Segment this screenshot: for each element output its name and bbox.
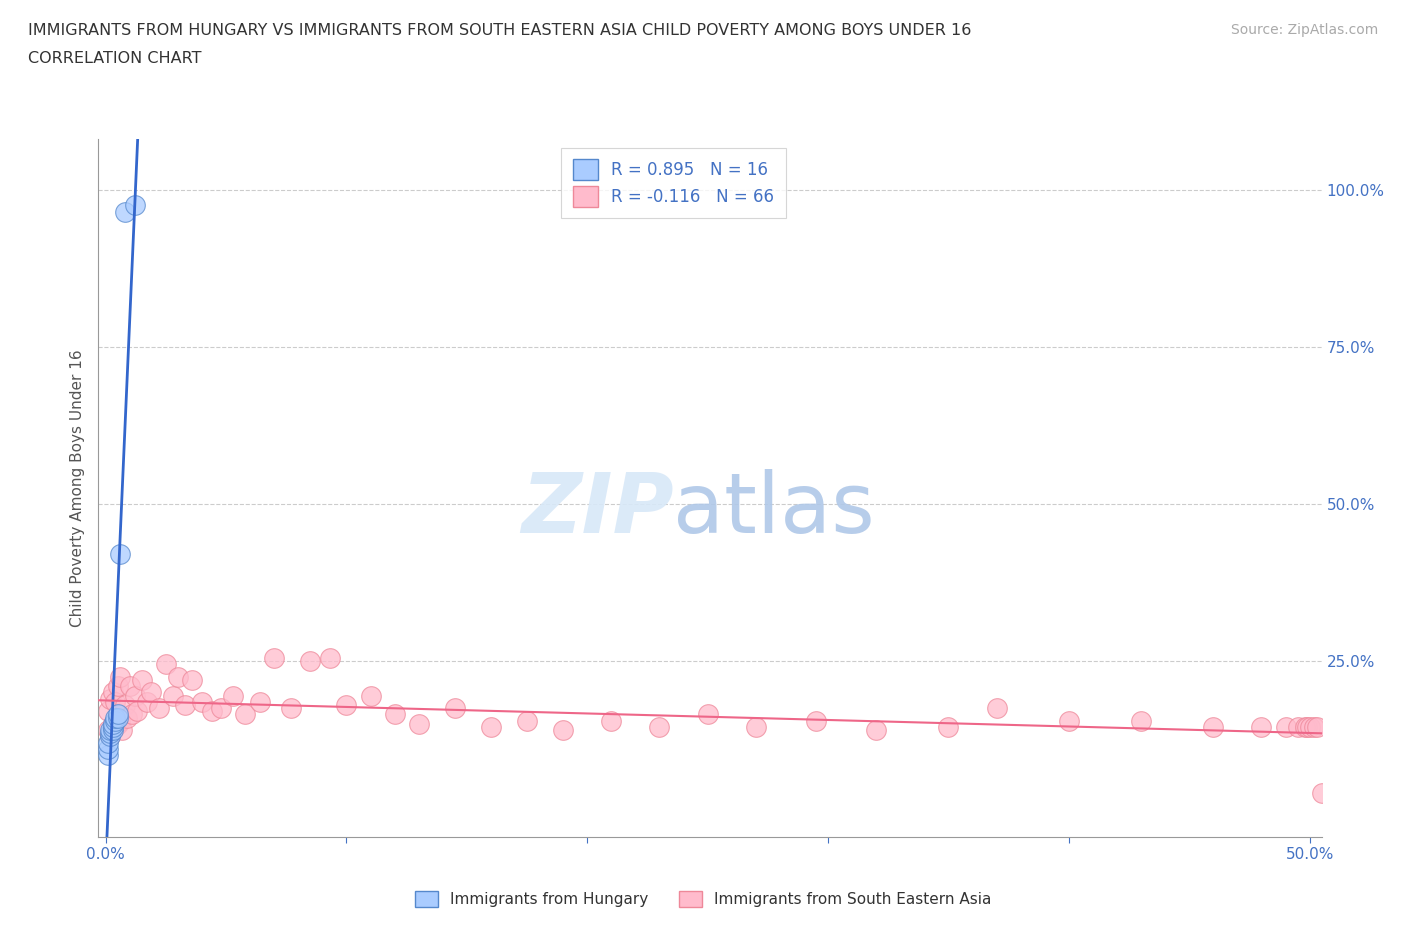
Point — [318, 650, 340, 665]
Point — [100, 729, 122, 744]
Point — [1286, 720, 1309, 735]
Point — [1294, 720, 1316, 735]
Point — [108, 670, 131, 684]
Legend: R = 0.895   N = 16, R = -0.116   N = 66: R = 0.895 N = 16, R = -0.116 N = 66 — [561, 148, 786, 219]
Text: CORRELATION CHART: CORRELATION CHART — [28, 51, 201, 66]
Point — [1306, 720, 1329, 735]
Point — [111, 723, 134, 737]
Point — [181, 672, 204, 687]
Point — [1298, 720, 1320, 735]
Point — [101, 685, 124, 700]
Point — [125, 704, 148, 719]
Point — [131, 672, 153, 687]
Point — [104, 713, 127, 728]
Point — [200, 704, 222, 719]
Point — [696, 707, 718, 722]
Point — [745, 720, 768, 735]
Point — [107, 707, 129, 722]
Point — [1296, 720, 1319, 735]
Point — [408, 716, 430, 731]
Point — [101, 716, 124, 731]
Point — [101, 720, 124, 735]
Point — [124, 198, 146, 213]
Point — [1057, 713, 1080, 728]
Point — [101, 723, 124, 737]
Point — [804, 713, 827, 728]
Point — [249, 695, 271, 710]
Point — [335, 698, 357, 712]
Point — [384, 707, 406, 722]
Point — [1310, 786, 1333, 801]
Point — [1274, 720, 1296, 735]
Point — [148, 700, 170, 715]
Point — [97, 704, 120, 719]
Point — [114, 698, 136, 712]
Point — [648, 720, 671, 735]
Point — [100, 723, 122, 737]
Point — [124, 688, 146, 703]
Point — [299, 654, 322, 669]
Point — [97, 748, 120, 763]
Point — [117, 711, 139, 725]
Point — [222, 688, 245, 703]
Point — [233, 707, 256, 722]
Point — [174, 698, 197, 712]
Point — [135, 695, 157, 710]
Point — [104, 711, 127, 725]
Text: ZIP: ZIP — [520, 469, 673, 550]
Text: IMMIGRANTS FROM HUNGARY VS IMMIGRANTS FROM SOUTH EASTERN ASIA CHILD POVERTY AMON: IMMIGRANTS FROM HUNGARY VS IMMIGRANTS FR… — [28, 23, 972, 38]
Point — [97, 736, 120, 751]
Point — [162, 688, 184, 703]
Point — [280, 700, 302, 715]
Point — [191, 695, 214, 710]
Point — [107, 711, 129, 725]
Point — [100, 691, 122, 706]
Point — [1250, 720, 1272, 735]
Point — [209, 700, 232, 715]
Point — [114, 205, 136, 219]
Point — [865, 723, 887, 737]
Point — [107, 716, 129, 731]
Point — [155, 657, 177, 671]
Point — [104, 720, 127, 735]
Point — [263, 650, 285, 665]
Y-axis label: Child Poverty Among Boys Under 16: Child Poverty Among Boys Under 16 — [69, 350, 84, 627]
Point — [101, 716, 124, 731]
Point — [100, 729, 122, 744]
Point — [1303, 720, 1326, 735]
Point — [938, 720, 960, 735]
Point — [100, 726, 122, 741]
Point — [104, 695, 127, 710]
Point — [118, 679, 141, 694]
Point — [107, 679, 129, 694]
Point — [986, 700, 1008, 715]
Point — [108, 547, 131, 562]
Legend: Immigrants from Hungary, Immigrants from South Eastern Asia: Immigrants from Hungary, Immigrants from… — [409, 884, 997, 913]
Point — [360, 688, 382, 703]
Point — [479, 720, 502, 735]
Point — [600, 713, 623, 728]
Text: Source: ZipAtlas.com: Source: ZipAtlas.com — [1230, 23, 1378, 37]
Point — [121, 707, 143, 722]
Text: atlas: atlas — [673, 469, 875, 550]
Point — [167, 670, 190, 684]
Point — [1130, 713, 1153, 728]
Point — [108, 713, 131, 728]
Point — [516, 713, 538, 728]
Point — [1202, 720, 1225, 735]
Point — [97, 723, 120, 737]
Point — [141, 685, 163, 700]
Point — [553, 723, 575, 737]
Point — [97, 741, 120, 756]
Point — [443, 700, 465, 715]
